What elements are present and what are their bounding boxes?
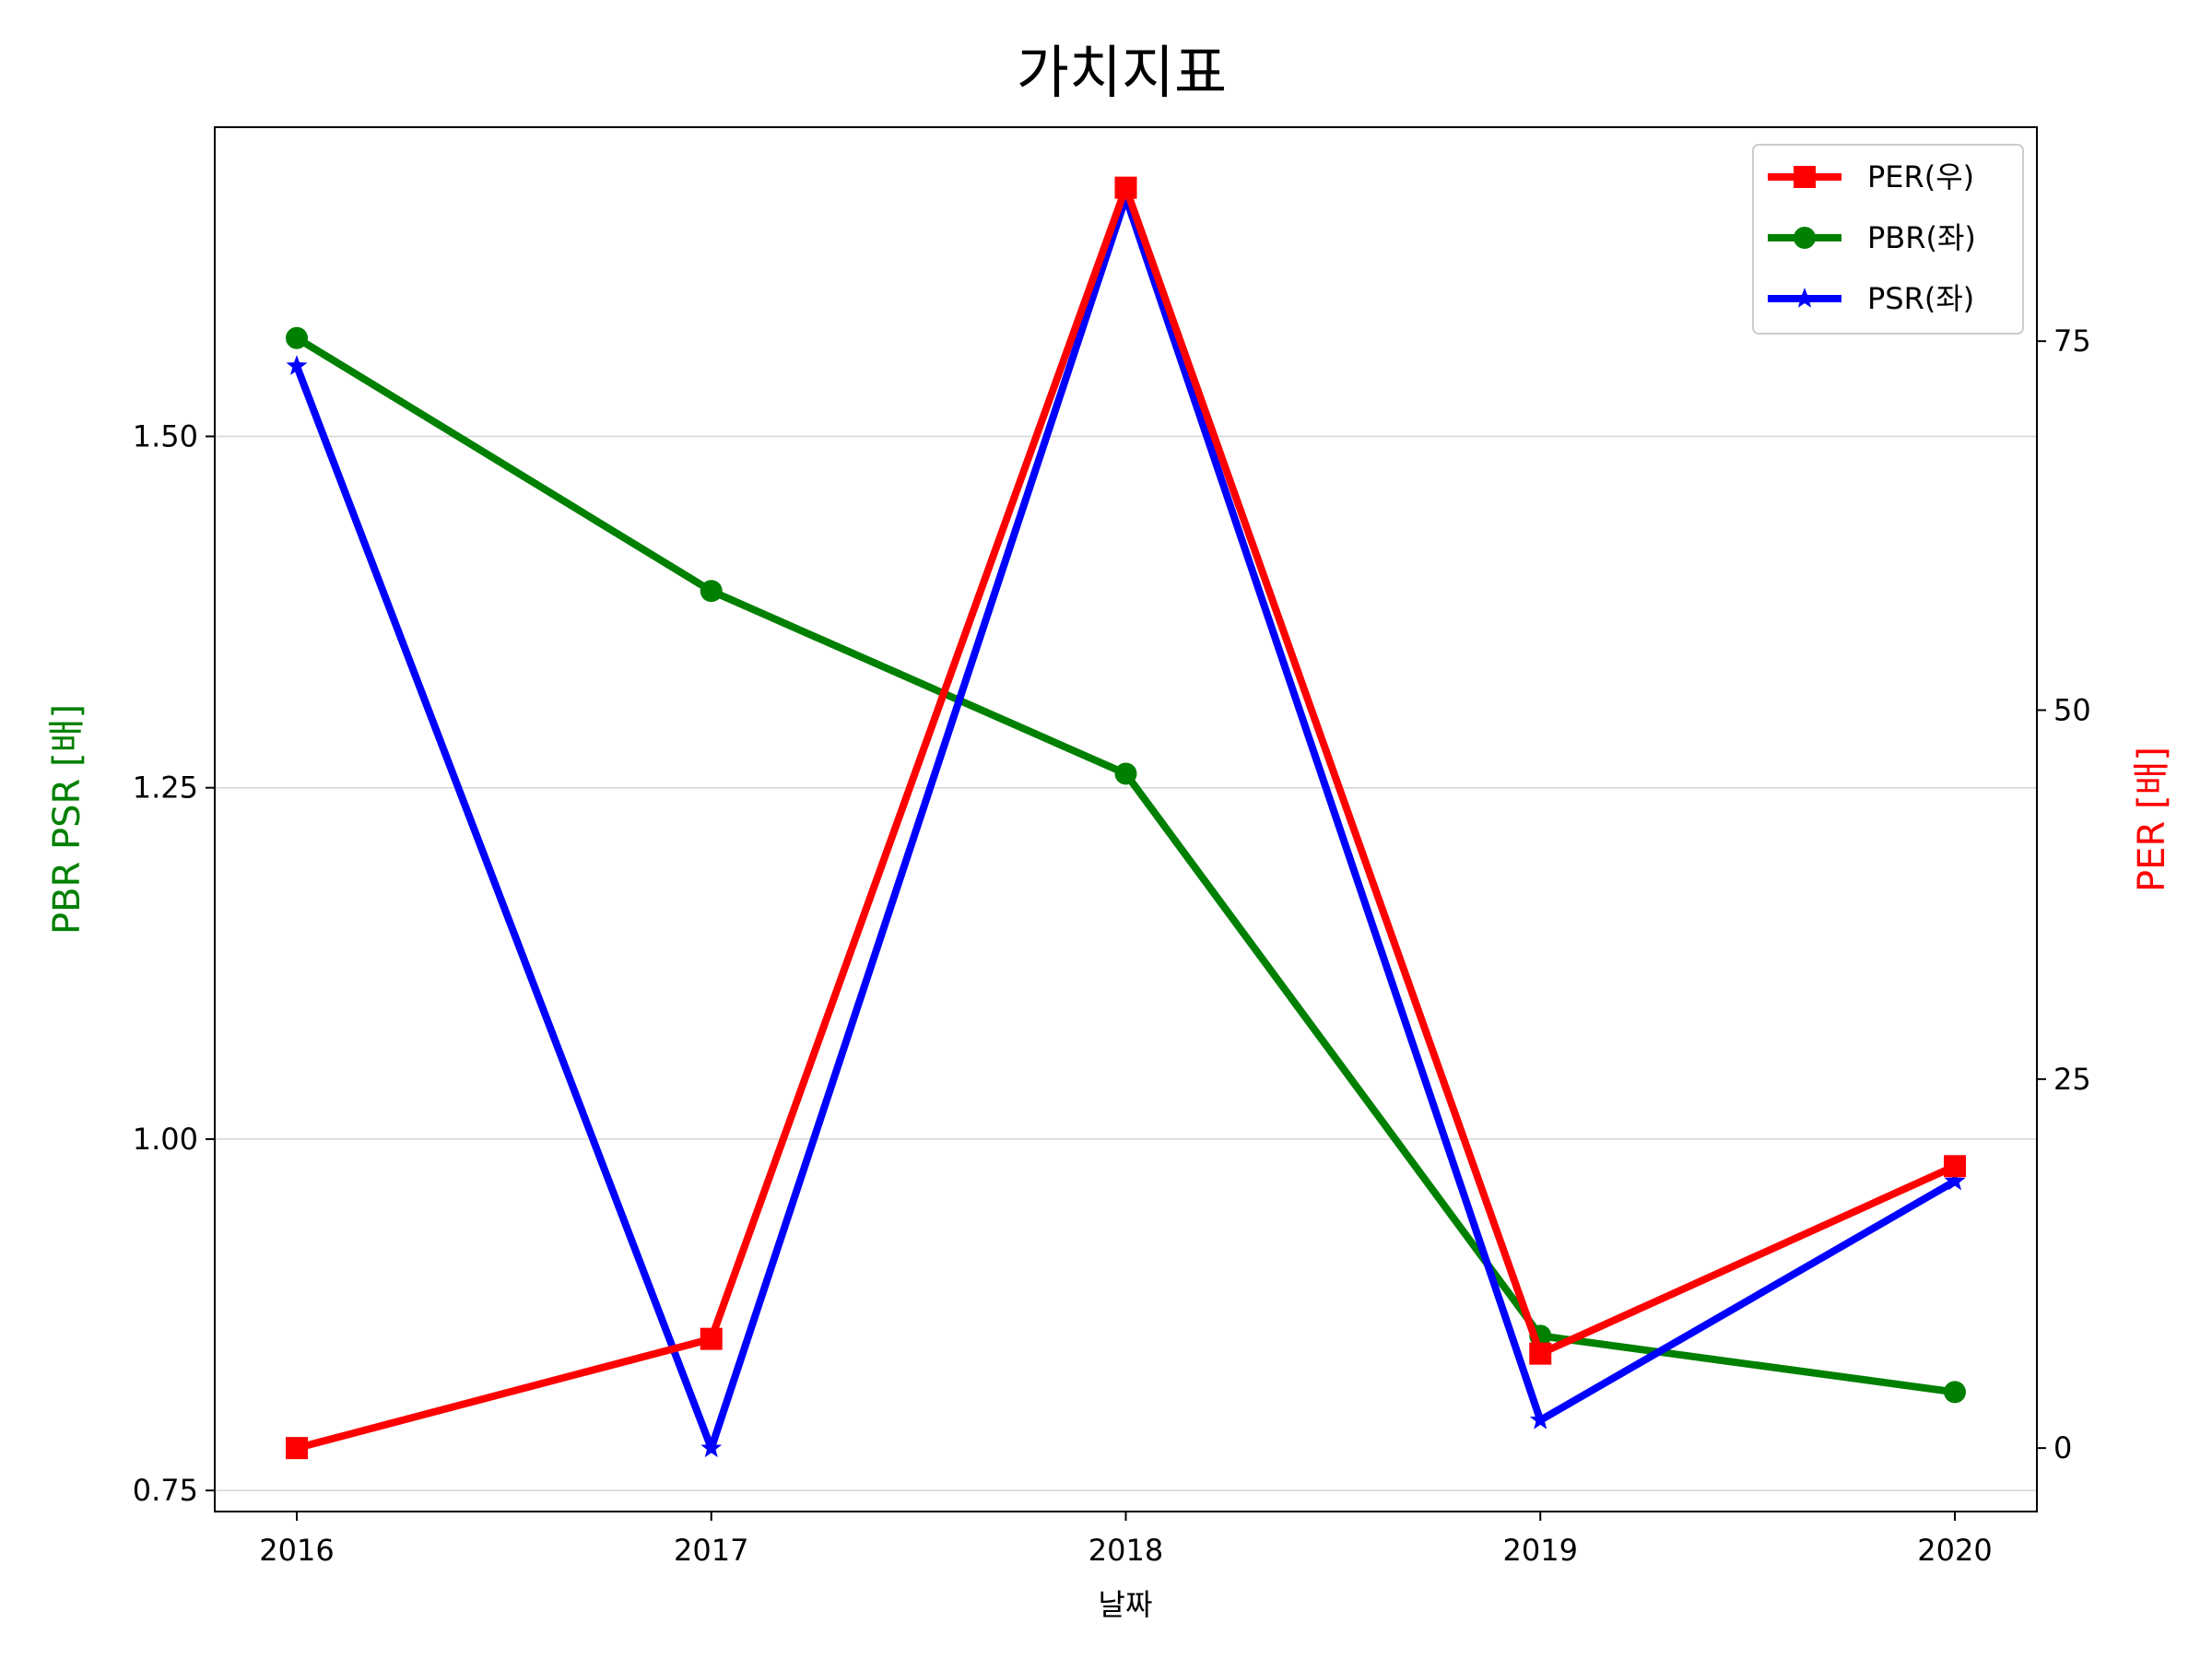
x-tick-label: 2016 xyxy=(259,1533,334,1568)
y-right-tick-label: 75 xyxy=(2053,324,2091,359)
y-left-tick-label: 1.25 xyxy=(133,771,198,806)
legend-label: PSR(좌) xyxy=(1867,281,1974,316)
data-point xyxy=(700,1327,723,1350)
series-layer xyxy=(286,176,1966,1460)
data-point xyxy=(1944,1381,1966,1404)
x-tick-label: 2019 xyxy=(1503,1533,1578,1568)
y-left-tick-label: 0.75 xyxy=(133,1473,198,1508)
x-axis-label: 날짜 xyxy=(1099,1587,1153,1622)
y-right-tick-label: 0 xyxy=(2053,1430,2072,1465)
y-axis-right: 0 25 50 75 xyxy=(2037,324,2091,1465)
legend-marker xyxy=(1794,227,1816,249)
data-point xyxy=(700,580,723,603)
x-tick-label: 2020 xyxy=(1917,1533,1992,1568)
y-right-tick-label: 25 xyxy=(2053,1062,2091,1097)
y-axis-left-label: PBR PSR [배] xyxy=(46,704,88,935)
chart-title: 가치지표 xyxy=(1017,39,1227,106)
x-tick-label: 2017 xyxy=(674,1533,748,1568)
y-left-tick-label: 1.50 xyxy=(133,418,198,453)
y-left-tick-label: 1.00 xyxy=(133,1122,198,1157)
data-point xyxy=(1114,176,1137,199)
series-square xyxy=(286,176,1966,1460)
legend: PER(우) PBR(좌) PSR(좌) xyxy=(1752,144,2024,335)
y-right-tick-label: 50 xyxy=(2053,693,2091,728)
legend-label: PER(우) xyxy=(1867,159,1974,194)
data-point xyxy=(1944,1170,1966,1191)
data-point xyxy=(1114,762,1137,785)
x-tick-label: 2018 xyxy=(1088,1533,1163,1568)
legend-item: PBR(좌) xyxy=(1768,220,1976,255)
data-point xyxy=(286,1437,308,1460)
data-point xyxy=(1529,1408,1551,1430)
data-point xyxy=(286,355,308,375)
y-axis-right-label: PER [배] xyxy=(2131,747,2173,892)
legend-item: PER(우) xyxy=(1768,159,1974,194)
legend-marker xyxy=(1794,166,1816,188)
legend-marker xyxy=(1794,288,1816,308)
legend-box xyxy=(1752,144,2024,335)
data-point xyxy=(1944,1155,1966,1178)
x-axis: 2016 2017 2018 2019 2020 xyxy=(259,1512,1993,1568)
legend-label: PBR(좌) xyxy=(1867,220,1976,255)
data-point xyxy=(700,1437,723,1458)
y-axis-left: 0.75 1.00 1.25 1.50 xyxy=(133,418,215,1508)
grid xyxy=(215,435,2037,1491)
data-point xyxy=(1529,1342,1552,1365)
legend-item: PSR(좌) xyxy=(1768,281,1974,316)
data-point xyxy=(286,326,308,349)
